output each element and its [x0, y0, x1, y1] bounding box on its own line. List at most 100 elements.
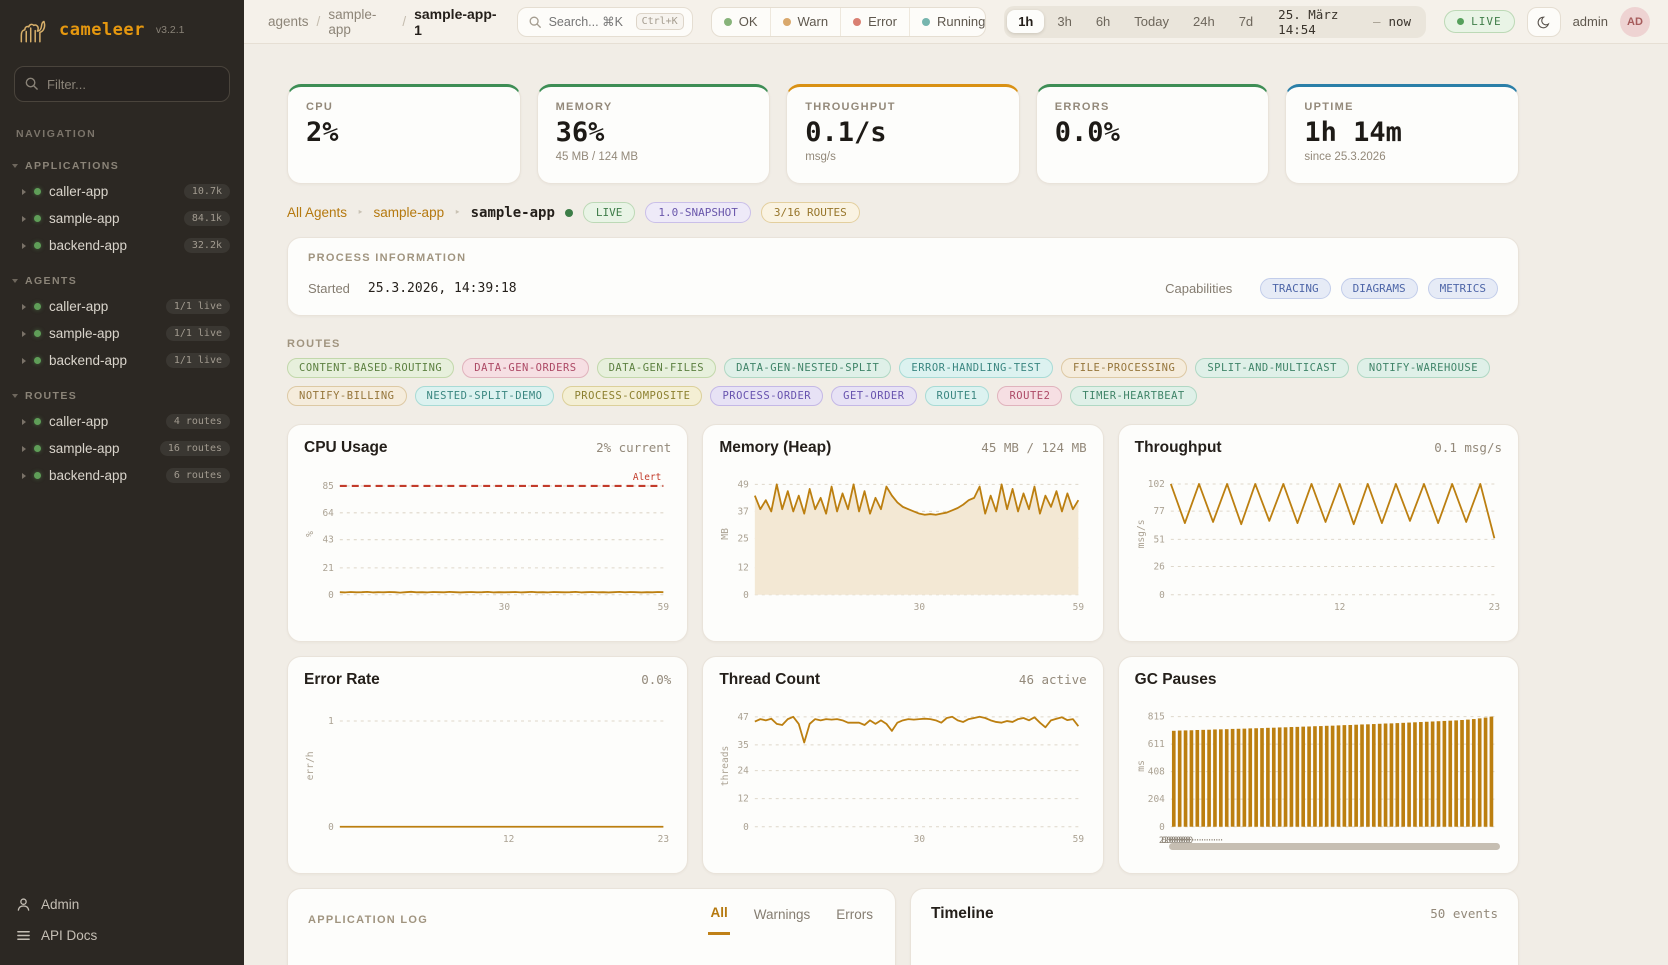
sidebar-item-badge: 32.2k	[183, 238, 230, 253]
svg-text:2020000000000·············: 2020000000000·············	[1159, 836, 1223, 846]
status-dot-icon	[34, 357, 41, 364]
sidebar-item-sample-app[interactable]: sample-app 1/1 live	[0, 320, 244, 347]
svg-text:0: 0	[1159, 822, 1165, 833]
app-version: v3.2.1	[155, 24, 185, 36]
process-info-title: PROCESS INFORMATION	[308, 252, 467, 264]
started-value: 25.3.2026, 14:39:18	[367, 281, 517, 296]
status-dot-icon	[34, 303, 41, 310]
sidebar-item-api-docs[interactable]: API Docs	[0, 920, 244, 951]
brand: cameleer v3.2.1	[0, 0, 244, 56]
sidebar-item-backend-app[interactable]: backend-app 1/1 live	[0, 347, 244, 374]
route-tag[interactable]: GET-ORDER	[831, 386, 917, 406]
status-filter-ok[interactable]: OK	[712, 7, 771, 36]
svg-text:0: 0	[328, 590, 334, 601]
date-range-from: 25. März 14:54	[1278, 6, 1339, 37]
log-tab-warnings[interactable]: Warnings	[752, 905, 813, 935]
route-tag[interactable]: NESTED-SPLIT-DEMO	[414, 386, 555, 406]
sidebar-item-label: Admin	[41, 897, 80, 912]
breadcrumb-separator: ‣	[357, 207, 364, 219]
time-range-6h[interactable]: 6h	[1085, 10, 1121, 33]
agent-breadcrumb-link[interactable]: sample-app	[373, 205, 445, 220]
breadcrumb-item[interactable]: agents	[268, 14, 309, 29]
status-dot-icon	[782, 17, 791, 26]
route-tag[interactable]: CONTENT-BASED-ROUTING	[287, 358, 455, 378]
svg-text:0: 0	[743, 590, 749, 601]
sidebar-item-label: backend-app	[49, 468, 128, 483]
sidebar-item-badge: 1/1 live	[165, 326, 230, 341]
time-range-24h[interactable]: 24h	[1182, 10, 1226, 33]
sidebar-group-agents[interactable]: AGENTS	[0, 259, 244, 293]
date-range[interactable]: 25. März 14:54 — now	[1266, 7, 1423, 37]
capabilities-label: Capabilities	[1165, 281, 1233, 296]
metric-card-cpu: CPU 2%	[287, 84, 521, 184]
route-tag[interactable]: ERROR-HANDLING-TEST	[899, 358, 1053, 378]
route-tag[interactable]: FILE-PROCESSING	[1060, 358, 1188, 378]
sidebar-item-admin[interactable]: Admin	[0, 889, 244, 920]
chart-scrollbar[interactable]	[1168, 843, 1500, 850]
live-badge[interactable]: LIVE	[1444, 10, 1515, 33]
search-box[interactable]: Ctrl+K	[516, 6, 693, 37]
status-filter-error[interactable]: Error	[841, 7, 910, 36]
main-area: agents / sample-app / sample-app-1 Ctrl+K OK…	[244, 0, 1668, 965]
chart-card-gc-pauses: GC Pauses 0 204 408 611 815 ms 2020000000000···…	[1117, 656, 1519, 874]
status-filter-group: OK Warn Error Running	[710, 6, 987, 37]
sidebar-group-label: APPLICATIONS	[25, 160, 120, 172]
sidebar-item-caller-app[interactable]: caller-app 4 routes	[0, 408, 244, 435]
status-dot-icon	[34, 215, 41, 222]
time-range-today[interactable]: Today	[1123, 10, 1180, 33]
metric-subtitle: msg/s	[805, 151, 836, 163]
sidebar-item-backend-app[interactable]: backend-app 32.2k	[0, 232, 244, 259]
time-range-7d[interactable]: 7d	[1228, 10, 1264, 33]
metric-label: CPU	[306, 101, 334, 113]
route-tag[interactable]: DATA-GEN-FILES	[596, 358, 717, 378]
chart-card-throughput: Throughput 0.1 msg/s 0 26 51 77 102 12 23 msg/s	[1117, 424, 1519, 642]
sidebar-item-backend-app[interactable]: backend-app 6 routes	[0, 462, 244, 489]
breadcrumb-item[interactable]: sample-app-1	[414, 5, 497, 38]
search-shortcut: Ctrl+K	[635, 13, 684, 30]
search-icon	[25, 77, 38, 90]
sidebar-item-sample-app[interactable]: sample-app 16 routes	[0, 435, 244, 462]
route-tag[interactable]: ROUTE1	[924, 386, 990, 406]
status-filter-warn[interactable]: Warn	[771, 7, 842, 36]
route-tag[interactable]: NOTIFY-BILLING	[287, 386, 407, 406]
bottom-panels: APPLICATION LOG All Warnings Errors Timeli…	[287, 888, 1519, 965]
sidebar-item-label: backend-app	[49, 353, 128, 368]
route-tag[interactable]: PROCESS-COMPOSITE	[562, 386, 703, 406]
route-tag[interactable]: SPLIT-AND-MULTICAST	[1195, 358, 1349, 378]
route-tag[interactable]: DATA-GEN-ORDERS	[462, 358, 589, 378]
time-range-3h[interactable]: 3h	[1046, 10, 1082, 33]
sidebar-group-routes[interactable]: ROUTES	[0, 374, 244, 408]
time-range-1h[interactable]: 1h	[1007, 10, 1045, 33]
time-range-group: 1h 3h 6h Today 24h 7d 25. März 14:54 — now	[1004, 5, 1427, 38]
started-label: Started	[308, 281, 350, 296]
sidebar-filter-input[interactable]	[14, 66, 230, 102]
route-tag[interactable]: NOTIFY-WAREHOUSE	[1356, 358, 1491, 378]
metric-value: 0.0%	[1054, 117, 1120, 148]
breadcrumb-item[interactable]: sample-app	[328, 6, 377, 37]
chevron-right-icon	[22, 215, 26, 222]
sidebar-item-caller-app[interactable]: caller-app 10.7k	[0, 178, 244, 205]
route-tag[interactable]: ROUTE2	[997, 386, 1063, 406]
svg-text:102: 102	[1147, 479, 1164, 490]
route-tag[interactable]: TIMER-HEARTBEAT	[1070, 386, 1197, 406]
log-tab-all[interactable]: All	[708, 905, 730, 935]
route-tag[interactable]: DATA-GEN-NESTED-SPLIT	[724, 358, 892, 378]
svg-text:47: 47	[738, 712, 750, 723]
metric-value: 36%	[555, 117, 605, 148]
chart-plot: 0 12 25 37 49 30 59 MB	[720, 479, 1084, 613]
svg-text:51: 51	[1153, 534, 1165, 545]
route-tag[interactable]: PROCESS-ORDER	[710, 386, 824, 406]
metric-card-errors: ERRORS 0.0%	[1035, 84, 1270, 184]
avatar[interactable]: AD	[1620, 6, 1650, 37]
search-input[interactable]	[548, 14, 629, 29]
sidebar-group-applications[interactable]: APPLICATIONS	[0, 144, 244, 178]
agent-breadcrumb-link[interactable]: All Agents	[287, 205, 348, 220]
status-dot-icon	[34, 418, 41, 425]
log-tab-errors[interactable]: Errors	[834, 905, 875, 935]
sidebar-item-caller-app[interactable]: caller-app 1/1 live	[0, 293, 244, 320]
status-filter-running[interactable]: Running	[910, 8, 985, 36]
dark-mode-toggle[interactable]	[1526, 6, 1561, 37]
metric-label: THROUGHPUT	[805, 101, 896, 113]
sidebar-item-sample-app[interactable]: sample-app 84.1k	[0, 205, 244, 232]
group-caret-icon	[12, 394, 18, 398]
